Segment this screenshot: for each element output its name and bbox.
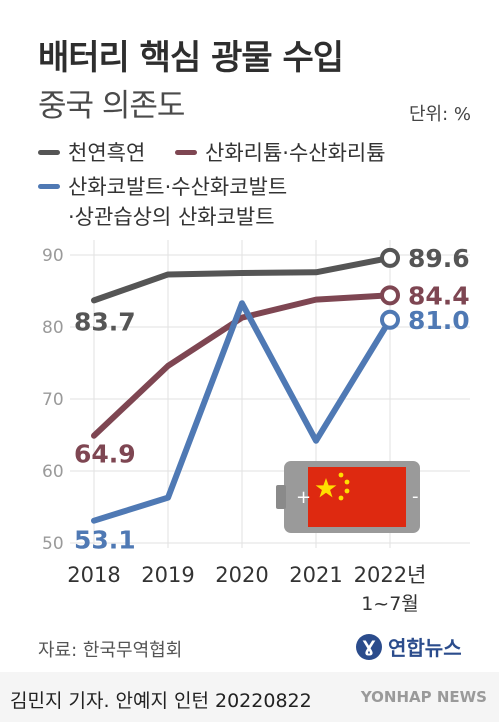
series-end-marker-0 xyxy=(380,247,400,268)
series-end-marker-1 xyxy=(380,285,400,306)
y-tick-label: 80 xyxy=(42,318,64,338)
legend-label-cobalt: 산화코발트·수산화코발트 ·상관습상의 산화코발트 xyxy=(68,172,287,232)
unit-label: 단위: % xyxy=(408,104,471,125)
flag-small-star-icon xyxy=(344,479,350,485)
series-layer: 89.6 83.7 84.4 64.9 81.0 53.1 xyxy=(74,244,470,555)
credit-line: 김민지 기자. 안예지 인턴 20220822 xyxy=(10,690,312,712)
y-tick-label: 50 xyxy=(42,534,64,554)
yonhap-logo: Ɣ 연합뉴스 xyxy=(356,632,462,661)
series-line-0 xyxy=(91,254,393,304)
x-tick-sublabel: 1~7월 xyxy=(361,593,419,615)
series-start-label-0: 83.7 xyxy=(74,307,136,336)
x-tick-label: 2021 xyxy=(289,563,342,587)
legend-label-lithium: 산화리튬·수산화리튬 xyxy=(205,141,386,165)
battery-minus-icon: - xyxy=(412,486,419,507)
series-end-label-2: 81.0 xyxy=(408,306,470,335)
series-start-label-1: 64.9 xyxy=(74,440,136,469)
battery-plus-icon: + xyxy=(296,487,311,508)
y-tick-label: 60 xyxy=(42,462,64,482)
flag-small-star-icon xyxy=(338,495,344,501)
y-tick-label: 70 xyxy=(42,390,64,410)
legend-item-graphite: 천연흑연 xyxy=(38,138,145,168)
watermark-text: YONHAP NEWS xyxy=(360,688,487,706)
x-tick-label: 2020 xyxy=(215,563,268,587)
x-tick-label: 2018 xyxy=(67,563,120,587)
flag-small-star-icon xyxy=(344,488,350,494)
x-tick-label: 2022년 xyxy=(354,563,427,587)
legend-label-cobalt-line2: ·상관습상의 산화코발트 xyxy=(68,205,275,229)
yonhap-logo-icon: Ɣ xyxy=(356,633,382,660)
legend-swatch-lithium xyxy=(175,150,197,155)
source-note: 자료: 한국무역협회 xyxy=(38,640,183,661)
series-end-label-0: 89.6 xyxy=(408,244,470,273)
legend-item-cobalt: 산화코발트·수산화코발트 ·상관습상의 산화코발트 xyxy=(38,172,287,232)
legend-swatch-graphite xyxy=(38,150,60,155)
flag-small-star-icon xyxy=(338,472,344,478)
x-axis: 2018 2019 2020 2021 2022년 1~7월 xyxy=(67,563,426,615)
footer-bar: 김민지 기자. 안예지 인턴 20220822 YONHAP NEWS xyxy=(0,672,499,722)
flag-big-star-icon xyxy=(315,478,337,498)
battery-terminal xyxy=(276,485,286,509)
series-line-1 xyxy=(91,292,393,439)
series-line-2 xyxy=(91,300,393,524)
legend-label-graphite: 천연흑연 xyxy=(68,141,146,165)
x-tick-label: 2019 xyxy=(141,563,194,587)
china-flag-icon xyxy=(308,467,406,527)
series-end-marker-2 xyxy=(380,309,400,330)
chart-subtitle: 중국 의존도 xyxy=(38,88,185,124)
yonhap-logo-text: 연합뉴스 xyxy=(388,636,462,660)
y-tick-label: 90 xyxy=(42,246,64,266)
legend-item-lithium: 산화리튬·수산화리튬 xyxy=(175,138,386,168)
series-end-label-1: 84.4 xyxy=(408,281,470,310)
chart-title: 배터리 핵심 광물 수입 xyxy=(38,38,344,78)
legend-swatch-cobalt xyxy=(38,184,60,189)
series-start-label-2: 53.1 xyxy=(74,526,136,555)
legend-label-cobalt-line1: 산화코발트·수산화코발트 xyxy=(68,175,288,199)
china-flag-battery-icon: + - xyxy=(276,461,420,533)
